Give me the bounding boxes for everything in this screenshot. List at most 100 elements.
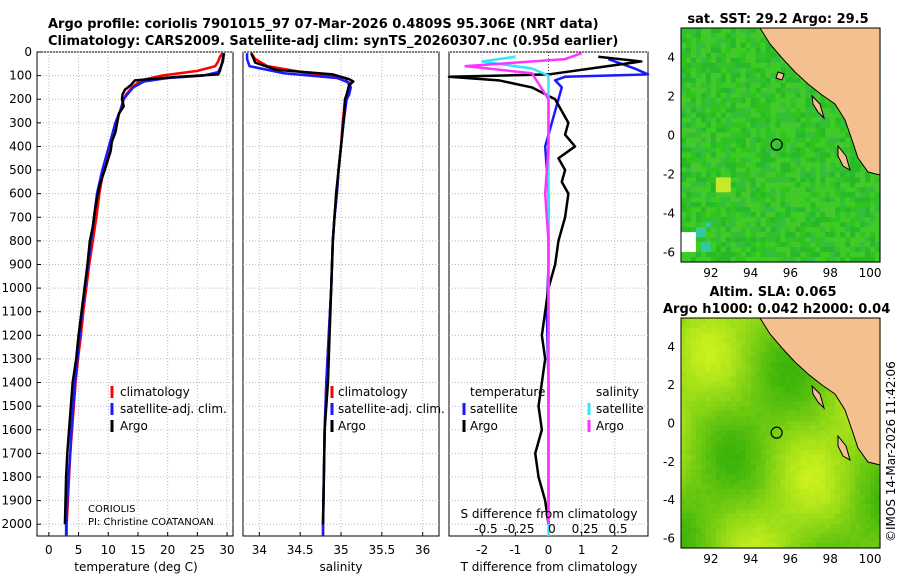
- heatmap-cell: [850, 217, 856, 223]
- heatmap-cell: [695, 445, 702, 451]
- heatmap-cell: [790, 489, 797, 495]
- heatmap-cell: [860, 503, 866, 510]
- heatmap-cell: [765, 513, 772, 520]
- heatmap-cell: [815, 187, 821, 193]
- heatmap-cell: [740, 410, 747, 417]
- heatmap-cell: [840, 538, 846, 544]
- heatmap-cell: [815, 489, 821, 495]
- heatmap-cell: [681, 459, 687, 466]
- heatmap-cell: [735, 318, 742, 324]
- heatmap-cell: [685, 232, 692, 238]
- heatmap-cell: [681, 162, 687, 169]
- heatmap-cell: [875, 518, 881, 525]
- heatmap-cell: [715, 77, 722, 84]
- heatmap-cell: [780, 227, 787, 233]
- heatmap-cell: [780, 237, 787, 243]
- heatmap-cell: [760, 157, 767, 164]
- heatmap-cell: [845, 212, 851, 218]
- heatmap-cell: [720, 237, 727, 243]
- heatmap-cell: [850, 172, 856, 178]
- heatmap-cell: [870, 182, 876, 188]
- heatmap-cell: [830, 401, 836, 407]
- heatmap-cell: [800, 167, 806, 173]
- heatmap-cell: [765, 435, 772, 441]
- heatmap-cell: [690, 347, 697, 353]
- heatmap-cell: [685, 147, 692, 154]
- heatmap-cell: [840, 202, 846, 208]
- heatmap-cell: [760, 107, 767, 114]
- heatmap-cell: [685, 72, 692, 79]
- y-tick-label: 1800: [1, 470, 32, 484]
- heatmap-cell: [720, 192, 727, 198]
- heatmap-cell: [760, 342, 767, 348]
- heatmap-cell: [865, 459, 871, 466]
- heatmap-cell: [790, 232, 797, 238]
- heatmap-cell: [830, 430, 836, 437]
- heatmap-cell: [695, 67, 702, 74]
- heatmap-cell: [710, 247, 717, 253]
- heatmap-cell: [730, 415, 737, 422]
- heatmap-cell: [740, 72, 747, 79]
- heatmap-cell: [875, 484, 881, 490]
- heatmap-cell: [730, 177, 737, 183]
- heatmap-cell: [775, 132, 782, 139]
- heatmap-cell: [770, 57, 777, 64]
- heatmap-cell: [715, 327, 722, 334]
- lon-tick: 96: [783, 266, 798, 280]
- heatmap-cell: [685, 117, 692, 124]
- heatmap-cell: [785, 132, 792, 139]
- heatmap-cell: [755, 242, 762, 248]
- heatmap-cell: [700, 513, 707, 520]
- heatmap-cell: [850, 242, 856, 248]
- heatmap-cell: [840, 197, 846, 203]
- heatmap-cell: [795, 440, 801, 446]
- heatmap-cell: [870, 533, 876, 539]
- heatmap-cell: [765, 127, 772, 134]
- heatmap-cell: [775, 420, 782, 427]
- heatmap-cell: [725, 142, 732, 149]
- heatmap-cell: [800, 152, 806, 159]
- heatmap-cell: [750, 127, 757, 134]
- heatmap-cell: [825, 137, 831, 144]
- heatmap-cell: [700, 459, 707, 466]
- heatmap-cell: [790, 172, 797, 178]
- heatmap-cell: [815, 197, 821, 203]
- heatmap-cell: [760, 474, 767, 481]
- heatmap-cell: [715, 197, 722, 203]
- heatmap-cell: [685, 197, 692, 203]
- legend-label-satellite: satellite-adj. clim.: [338, 402, 445, 416]
- heatmap-cell: [760, 177, 767, 183]
- heatmap-cell: [685, 252, 692, 258]
- heatmap-cell: [720, 528, 727, 534]
- x-tick-label: 0: [545, 543, 553, 557]
- heatmap-cell: [830, 177, 836, 183]
- heatmap-cell: [780, 207, 787, 213]
- heatmap-cell: [745, 406, 752, 412]
- heatmap-cell: [685, 32, 692, 39]
- heatmap-cell: [770, 252, 777, 258]
- heatmap-cell: [855, 543, 861, 549]
- heatmap-cell: [785, 157, 792, 164]
- heatmap-cell: [815, 425, 821, 432]
- heatmap-cell: [685, 469, 692, 476]
- heatmap-cell: [805, 177, 811, 183]
- heatmap-cell: [720, 337, 727, 344]
- heatmap-cell: [735, 82, 742, 89]
- heatmap-cell: [730, 381, 737, 388]
- heatmap-cell: [725, 197, 732, 203]
- heatmap-cell: [765, 117, 772, 124]
- heatmap-cell: [750, 376, 757, 383]
- salinity-diff-tick: -0.25: [503, 522, 534, 536]
- heatmap-cell: [780, 464, 787, 471]
- heatmap-cell: [790, 371, 797, 378]
- heatmap-cell: [815, 435, 821, 441]
- heatmap-cell: [681, 347, 687, 353]
- heatmap-cell: [850, 232, 856, 238]
- heatmap-cell: [805, 543, 811, 549]
- heatmap-cell: [805, 252, 811, 258]
- heatmap-cell: [825, 415, 831, 422]
- heatmap-cell: [740, 318, 747, 324]
- heatmap-cell: [730, 435, 737, 441]
- heatmap-cell: [865, 217, 871, 223]
- heatmap-cell: [695, 47, 702, 54]
